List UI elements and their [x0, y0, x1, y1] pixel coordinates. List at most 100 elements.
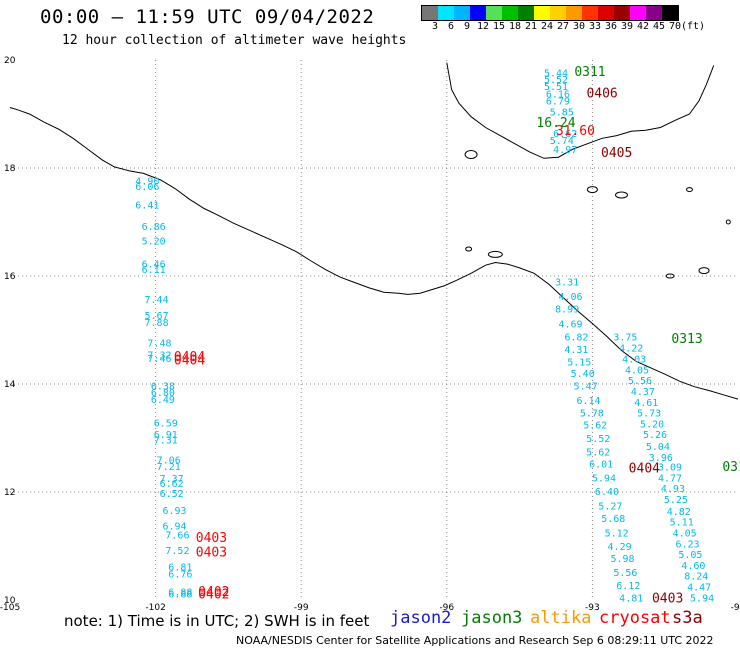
longitude-label: -99	[294, 603, 309, 613]
swh-value: 5.68	[601, 514, 625, 525]
swh-value: 6.06	[135, 182, 159, 193]
color-swatch	[422, 6, 438, 20]
color-swatch	[518, 6, 534, 20]
swh-value: 7.06	[157, 456, 181, 467]
swh-value: 4.81	[619, 593, 643, 604]
swh-value: 6.38	[151, 382, 175, 393]
longitude-label: -102	[145, 603, 165, 613]
swh-value: 3.75	[613, 332, 637, 343]
swh-value: 5.15	[567, 357, 591, 368]
swh-value: 5.56	[613, 568, 637, 579]
swh-value: 5.26	[643, 430, 667, 441]
swh-value: 8.99	[555, 304, 579, 315]
swh-value: 4.29	[608, 542, 632, 553]
pass-id-label: 0311	[574, 65, 605, 80]
pass-id-label: 0314	[722, 460, 740, 475]
color-scale-tick-label: 18	[509, 21, 522, 32]
latitude-label: 12	[4, 488, 15, 498]
pass-id-label: 0406	[586, 86, 617, 101]
swh-value: 6.88	[168, 587, 192, 598]
pass-id-label: 0404	[174, 350, 205, 365]
legend-jason3: jason3	[461, 608, 523, 628]
swh-value: 5.20	[640, 419, 664, 430]
swh-value: 6.11	[142, 265, 166, 276]
coastline	[9, 62, 739, 400]
swh-value: 7.52	[165, 546, 189, 557]
color-scale-labels: 3 6 9 12 15 18 21 24 27 30 33 36 39 42 45 70 (ft)	[421, 21, 740, 33]
swh-value: 6.16	[546, 89, 570, 100]
swh-value: 5.98	[610, 554, 634, 565]
swh-value: 8.24	[684, 572, 708, 583]
latitude-label: 18	[4, 164, 16, 174]
color-swatch	[534, 6, 550, 20]
swh-value: 4.22	[619, 343, 643, 354]
color-swatch	[502, 6, 518, 20]
credit-line: NOAA/NESDIS Center for Satellite Applica…	[236, 634, 714, 647]
pass-id-label: 0402	[198, 588, 229, 603]
pass-id-label: 0402	[198, 585, 229, 600]
swh-value: 4.06	[559, 292, 583, 303]
legend-jason2: jason2	[390, 608, 452, 628]
pass-id-label: 0403	[196, 531, 227, 546]
swh-value: 6.59	[154, 418, 178, 429]
swh-value: 6.52	[160, 489, 184, 500]
swh-value: 5.27	[598, 502, 622, 513]
page-title: 00:00 – 11:59 UTC 09/04/2022	[40, 6, 375, 28]
swh-value: 6.81	[168, 563, 192, 574]
color-scale-tick-label: 3	[432, 21, 439, 32]
swh-value: 5.94	[690, 593, 714, 604]
color-scale-tick-label: 9	[464, 21, 471, 32]
swh-value: 4.60	[681, 561, 705, 572]
swh-value: 4.31	[564, 345, 588, 356]
color-scale-unit: (ft)	[681, 21, 706, 32]
swh-value: 6.94	[162, 521, 186, 532]
color-scale-tick-label: 30	[573, 21, 586, 32]
lake-outline	[487, 250, 503, 258]
page-subtitle: 12 hour collection of altimeter wave hei…	[62, 33, 407, 48]
swh-value: 5.04	[646, 442, 670, 453]
latitude-label: 20	[4, 56, 16, 66]
swh-value: 6.46	[142, 260, 166, 271]
legend-cryosat: cryosat	[599, 608, 671, 628]
swh-value: 4.69	[559, 320, 583, 331]
swh-value: 5.73	[637, 409, 661, 420]
color-swatch	[662, 6, 678, 20]
color-swatch	[566, 6, 582, 20]
pass-id-label: 0313	[671, 332, 702, 347]
legend-altika: altika	[530, 608, 592, 628]
latitude-label: 14	[4, 380, 16, 390]
swh-value: 7.66	[165, 531, 189, 542]
lake-outline	[665, 273, 675, 279]
lake-outline	[725, 219, 731, 225]
color-scale-tick-label: 45	[653, 21, 666, 32]
swh-value: 5.94	[592, 473, 616, 484]
swh-value: 6.62	[553, 129, 577, 140]
swh-value: 5.85	[550, 107, 574, 118]
longitude-label: -93	[585, 603, 600, 613]
swh-value: 5.44	[544, 68, 568, 79]
swh-value: 6.62	[160, 479, 184, 490]
color-swatch	[614, 6, 630, 20]
swh-value: 7.48	[147, 338, 171, 349]
swh-value: 7.21	[157, 462, 181, 473]
color-scale-tick-label: 21	[525, 21, 538, 32]
color-swatch	[454, 6, 470, 20]
swh-value: 6.88	[168, 590, 192, 601]
swh-value: 5.56	[628, 376, 652, 387]
swh-value: 5.25	[664, 495, 688, 506]
swh-value: 6.82	[564, 332, 588, 343]
swh-value: 5.05	[678, 550, 702, 561]
lat-lon-grid	[10, 60, 738, 600]
swh-value: 6.23	[675, 539, 699, 550]
pass-id-label: 0403	[196, 545, 227, 560]
swh-value: 7.46	[147, 354, 171, 365]
swh-value: 7.37	[160, 474, 184, 485]
color-scale-tick-label: 12	[477, 21, 490, 32]
pass-id-label: 0404	[174, 354, 205, 369]
swh-value: 4.97	[553, 145, 577, 156]
axis-labels: -105 -102 -99 -96 -93 -90 20 18 16 14 12 10	[0, 56, 740, 613]
swh-value: 6.80	[151, 388, 175, 399]
swh-value: 5.62	[583, 421, 607, 432]
